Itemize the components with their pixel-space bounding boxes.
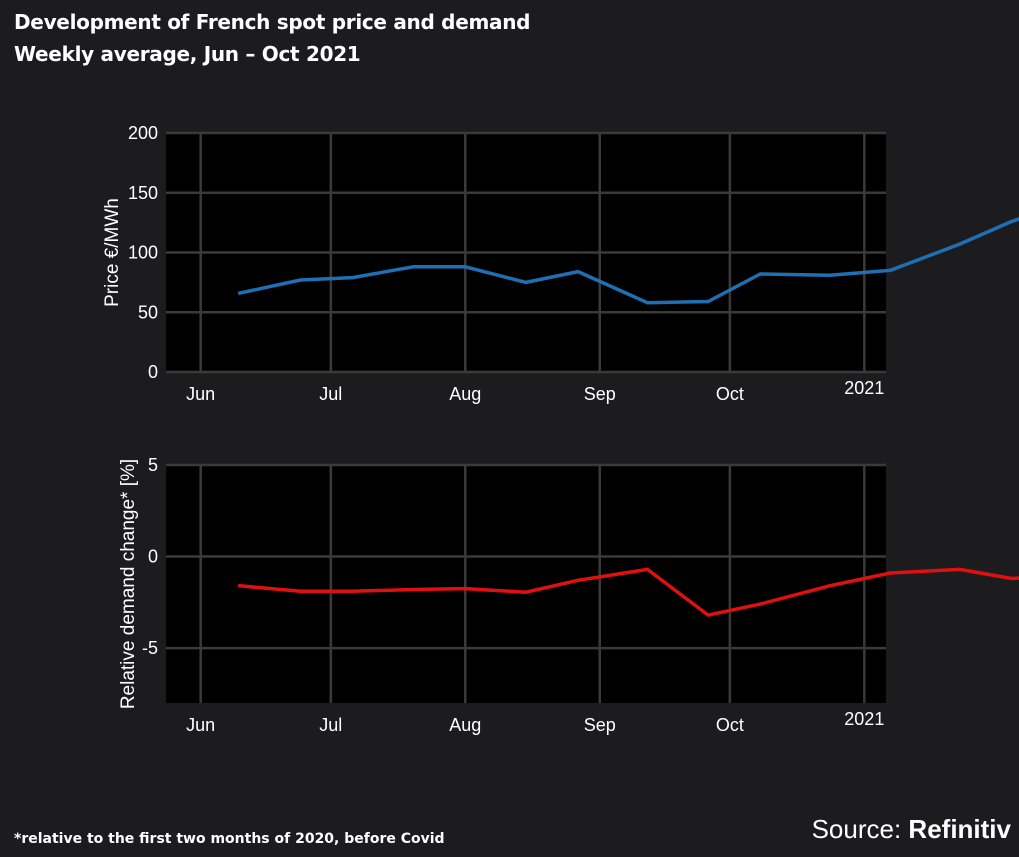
demand-data-point <box>350 589 355 593</box>
plot-area-demand <box>166 465 886 703</box>
y-tick-label: 5 <box>148 455 158 475</box>
price-data-point <box>298 278 303 282</box>
x-tick-label: Jul <box>319 384 342 404</box>
y-tick-label: 150 <box>128 183 158 203</box>
demand-data-point <box>758 602 762 606</box>
price-data-point <box>828 273 832 277</box>
demand-data-point <box>888 571 892 575</box>
x-tick-label: Aug <box>449 715 481 735</box>
price-data-point <box>888 268 892 272</box>
price-data-point <box>463 265 467 269</box>
price-data-point <box>238 291 242 295</box>
demand-data-point <box>706 613 710 617</box>
price-data-point <box>350 276 355 280</box>
price-data-point <box>758 272 762 276</box>
y-tick-label: 100 <box>128 243 158 263</box>
demand-data-point <box>411 587 415 592</box>
price-data-point <box>1010 219 1014 223</box>
source-name: Refinitiv <box>908 814 1011 844</box>
price-data-point <box>576 270 580 274</box>
demand-data-point <box>958 567 962 572</box>
x-tick-label: 2021 <box>844 378 884 398</box>
y-tick-label: -5 <box>142 638 158 658</box>
x-tick-label: 2021 <box>844 709 884 729</box>
x-tick-label: Jul <box>319 715 342 735</box>
price-data-point <box>645 301 650 305</box>
source-prefix: Source: <box>811 814 909 844</box>
y-tick-label: 0 <box>148 362 158 382</box>
demand-data-point <box>463 587 467 591</box>
x-tick-label: Jun <box>186 384 215 404</box>
footnote: *relative to the first two months of 202… <box>14 831 445 847</box>
chart-title: Development of French spot price and dem… <box>14 10 531 34</box>
demand-data-point <box>524 590 528 594</box>
source-credit: Source: Refinitiv <box>812 814 1011 845</box>
x-tick-label: Oct <box>716 715 744 735</box>
y-tick-label: 0 <box>148 547 158 567</box>
price-data-point <box>706 299 710 304</box>
x-tick-label: Aug <box>449 384 481 404</box>
x-tick-label: Sep <box>584 715 616 735</box>
price-data-point <box>411 265 415 269</box>
y-axis-label: Price €/MWh <box>102 198 123 307</box>
demand-data-point <box>1010 576 1014 581</box>
x-tick-label: Sep <box>584 384 616 404</box>
demand-data-point <box>298 589 303 593</box>
y-tick-label: 200 <box>128 123 158 143</box>
price-data-point <box>524 280 528 284</box>
x-tick-label: Oct <box>716 384 744 404</box>
chart-subtitle: Weekly average, Jun – Oct 2021 <box>14 42 361 66</box>
demand-data-point <box>238 584 242 588</box>
price-data-point <box>958 242 962 246</box>
x-tick-label: Jun <box>186 715 215 735</box>
demand-data-point <box>828 584 832 588</box>
demand-data-point <box>576 578 580 582</box>
y-tick-label: 50 <box>138 302 158 322</box>
demand-data-point <box>645 567 650 572</box>
y-axis-label: Relative demand change* [%] <box>118 459 139 709</box>
